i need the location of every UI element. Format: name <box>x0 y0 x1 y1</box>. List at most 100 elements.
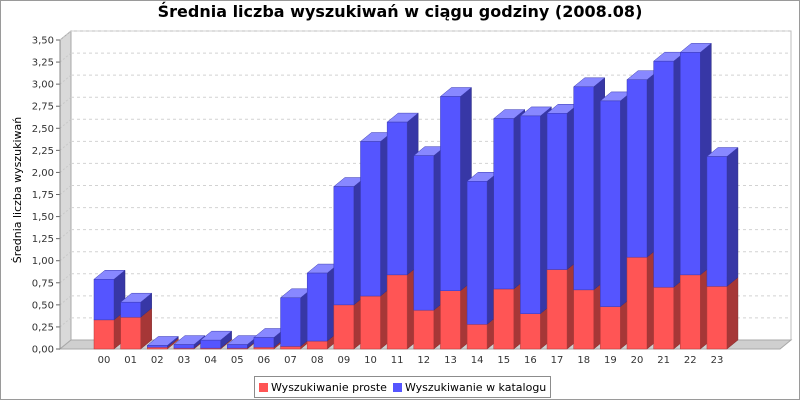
bar-catalog-09 <box>333 177 366 306</box>
bar-front <box>413 155 435 311</box>
bar-front <box>493 118 514 290</box>
bar-front <box>147 345 168 348</box>
bar-front <box>333 304 355 350</box>
bar-catalog-17 <box>546 103 579 271</box>
bar-catalog-00 <box>93 269 126 321</box>
bar-catalog-16 <box>519 106 553 315</box>
bar-catalog-10 <box>359 132 393 297</box>
bar-catalog-19 <box>599 91 633 308</box>
bar-front <box>306 272 328 342</box>
bar-front <box>440 96 461 291</box>
bar-front <box>200 339 221 349</box>
x-tick-label: 04 <box>204 355 217 366</box>
plot-left-wall <box>59 29 72 351</box>
x-tick-label: 09 <box>337 355 350 366</box>
legend-label-catalog: Wyszukiwanie w katalogu <box>404 380 547 394</box>
x-tick-label: 07 <box>284 355 297 366</box>
bar-front <box>680 52 701 276</box>
bar-front <box>600 100 621 307</box>
bar-front <box>573 86 594 291</box>
bar-front <box>546 269 568 350</box>
bar-front <box>120 301 141 318</box>
y-tick-label: 2,75 <box>32 102 54 113</box>
x-tick-label: 16 <box>524 355 537 366</box>
bar-catalog-21 <box>652 51 686 288</box>
y-tick-label: 3,00 <box>32 80 54 91</box>
legend-item-catalog: Wyszukiwanie w katalogu <box>392 380 547 394</box>
bar-simple-13 <box>439 281 473 350</box>
bar-front <box>360 295 381 350</box>
y-tick-label: 0,25 <box>32 322 54 333</box>
bar-front <box>440 290 461 350</box>
bar-simple-15 <box>493 279 526 350</box>
y-tick-label: 3,25 <box>32 58 54 69</box>
bar-catalog-12 <box>413 146 446 311</box>
bar-front <box>93 319 115 350</box>
bar-front <box>466 181 488 325</box>
bar-catalog-20 <box>626 70 659 258</box>
bar-front <box>573 289 594 350</box>
legend-swatch-catalog <box>392 382 402 392</box>
bar-catalog-14 <box>466 171 499 325</box>
bar-side <box>726 147 739 287</box>
bar-catalog-02 <box>146 335 180 348</box>
bar-catalog-04 <box>199 330 233 349</box>
x-tick-label: 14 <box>471 355 484 366</box>
legend: Wyszukiwanie proste Wyszukiwanie w katal… <box>254 376 552 398</box>
legend-swatch-simple <box>259 382 268 392</box>
bar-catalog-13 <box>439 86 473 292</box>
bar-front <box>680 274 701 350</box>
y-tick-label: 0,75 <box>32 278 54 289</box>
x-tick-label: 01 <box>124 355 137 366</box>
bar-front <box>173 344 195 349</box>
bar-front <box>280 297 301 347</box>
y-tick-label: 0,50 <box>32 300 54 311</box>
bar-front <box>253 346 275 350</box>
bar-simple-17 <box>546 260 579 350</box>
bar-front <box>386 274 408 350</box>
bar-front <box>706 156 728 287</box>
legend-label-simple: Wyszukiwanie proste <box>271 380 387 394</box>
bar-front <box>413 309 435 350</box>
x-tick-label: 08 <box>311 355 324 366</box>
x-tick-label: 21 <box>657 355 670 366</box>
x-tick-label: 05 <box>231 355 244 366</box>
chart-title: Średnia liczba wyszukiwań w ciągu godzin… <box>157 2 643 21</box>
y-tick-label: 1,00 <box>32 256 54 267</box>
y-tick-label: 2,25 <box>32 146 54 157</box>
x-tick-label: 02 <box>151 355 164 366</box>
bar-front <box>493 288 514 350</box>
x-tick-label: 15 <box>497 355 510 366</box>
bar-front <box>466 324 488 350</box>
y-tick-label: 1,50 <box>32 212 54 223</box>
bar-catalog-18 <box>572 77 606 291</box>
bar-front <box>360 141 381 297</box>
x-tick-label: 03 <box>178 355 191 366</box>
bar-catalog-23 <box>706 147 739 287</box>
bar-front <box>653 286 674 350</box>
bar-front <box>626 79 648 258</box>
x-tick-label: 10 <box>364 355 377 366</box>
y-tick-label: 3,50 <box>32 36 54 47</box>
x-tick-label: 19 <box>604 355 617 366</box>
bar-catalog-22 <box>679 42 713 276</box>
x-tick-label: 11 <box>391 355 404 366</box>
bar-simple-18 <box>572 280 606 350</box>
bar-front <box>333 186 355 306</box>
bar-front <box>653 60 674 288</box>
x-tick-label: 18 <box>577 355 590 366</box>
bar-front <box>253 337 275 348</box>
bar-front <box>306 340 328 350</box>
x-tick-label: 22 <box>684 355 697 366</box>
y-tick-label: 2,00 <box>32 168 54 179</box>
bar-simple-10 <box>359 286 393 350</box>
x-tick-label: 12 <box>417 355 430 366</box>
bar-simple-20 <box>626 247 659 350</box>
y-tick-label: 2,50 <box>32 124 54 135</box>
bar-catalog-07 <box>279 288 313 347</box>
bar-front <box>93 279 115 321</box>
x-tick-label: 23 <box>711 355 724 366</box>
bar-front <box>227 344 248 349</box>
y-tick-label: 0,00 <box>32 345 54 356</box>
